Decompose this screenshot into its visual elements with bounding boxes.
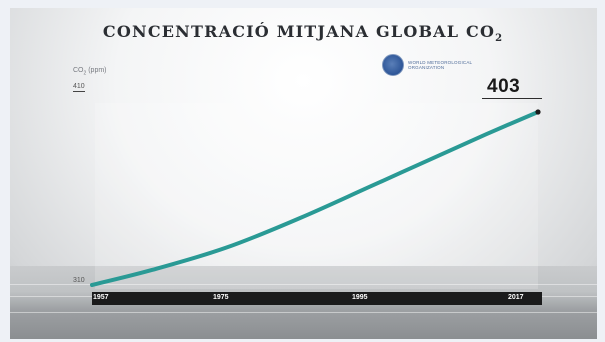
chart-title: CONCENTRACIÓ MITJANA GLOBAL CO2 [0,22,605,44]
y-tick-label-top: 410 [73,83,85,92]
y-tick-label-bottom: 310 [73,277,85,284]
x-tick-label-2017: 2017 [508,294,524,301]
end-point-marker [535,109,541,115]
floor-line [10,284,597,285]
plot-area [95,103,538,289]
chart-title-subscript: 2 [495,33,503,45]
x-tick-label-1975: 1975 [213,294,229,301]
data-points [535,109,541,115]
end-value-label: 403 [487,76,521,97]
x-tick-label-1957: 1957 [93,294,109,301]
x-axis-bar [92,292,542,305]
y-axis-label-unit: (ppm) [86,67,107,74]
series-line-co2 [90,110,540,287]
wmo-emblem-icon [382,54,404,76]
chart-title-main: CONCENTRACIÓ MITJANA GLOBAL CO [102,22,496,41]
y-axis-label-main: CO [73,67,84,74]
end-value-rule [482,98,542,99]
wmo-logo-text: WORLD METEOROLOGICAL ORGANIZATION [408,60,473,70]
y-axis-label: CO2 (ppm) [73,67,107,76]
x-tick-label-1995: 1995 [352,294,368,301]
wmo-logo: WORLD METEOROLOGICAL ORGANIZATION [382,52,482,78]
floor-line [10,312,597,313]
y-axis-label-subscript: 2 [83,70,87,77]
